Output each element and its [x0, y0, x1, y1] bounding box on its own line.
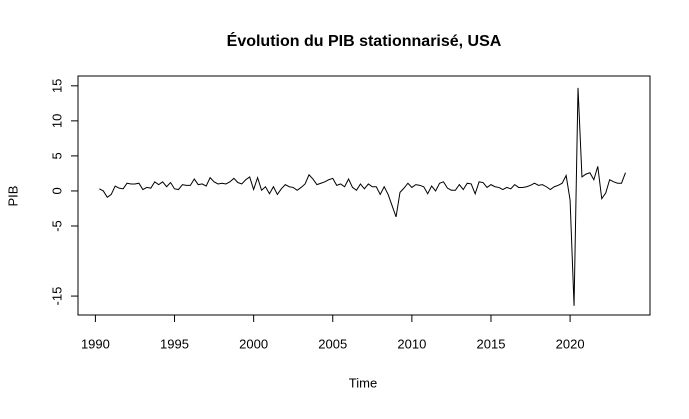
x-tick-label: 1995 [160, 336, 189, 351]
series-line [99, 87, 626, 306]
y-tick-label: -15 [49, 287, 64, 306]
x-axis-label: Time [349, 375, 377, 390]
plot-frame [77, 75, 651, 316]
y-tick-label: 0 [49, 187, 64, 194]
x-tick-label: 2010 [397, 336, 426, 351]
y-axis-label: PIB [5, 186, 20, 207]
x-tick-label: 1990 [81, 336, 110, 351]
x-tick-label: 2000 [239, 336, 268, 351]
chart-title: Évolution du PIB stationnarisé, USA [227, 31, 502, 50]
y-tick-label: 15 [49, 79, 64, 93]
y-tick-label: 5 [49, 152, 64, 159]
x-tick-label: 2020 [556, 336, 585, 351]
x-tick-label: 2015 [477, 336, 506, 351]
y-tick-label: 10 [49, 114, 64, 128]
y-tick-label: -5 [49, 220, 64, 232]
x-tick-label: 2005 [318, 336, 347, 351]
